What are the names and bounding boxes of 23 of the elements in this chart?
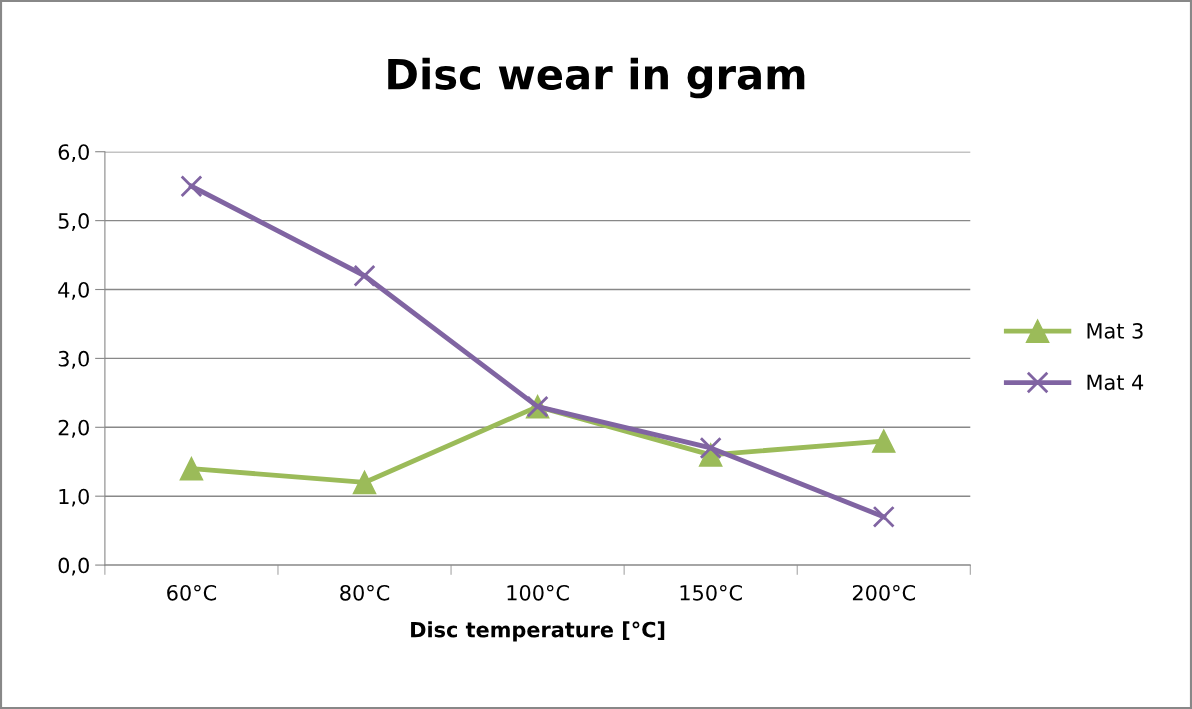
point — [353, 264, 376, 287]
x-tick-label: 60°C — [167, 584, 217, 601]
y-tick-label: 5,0 — [58, 213, 89, 231]
x-tick-label: 80°C — [340, 584, 390, 601]
y-tick-label: 0,0 — [58, 557, 89, 576]
point — [872, 505, 895, 528]
point — [179, 456, 204, 481]
x-tick-label: 200°C — [852, 584, 915, 601]
x-tick-label: 100°C — [507, 584, 569, 601]
chart-title: Disc wear in gram — [388, 57, 805, 99]
y-tick-label: 4,0 — [58, 281, 89, 300]
point — [180, 175, 203, 198]
y-tick-label: 2,0 — [58, 419, 89, 438]
x-tick-label: 150°C — [680, 584, 742, 601]
x-axis-title: Disc temperature [°C] — [411, 621, 665, 642]
point — [699, 436, 722, 460]
point — [352, 470, 377, 495]
y-tick-label: 1,0 — [59, 488, 89, 507]
y-tick-label: 6,0 — [58, 144, 89, 163]
point — [871, 429, 896, 453]
legend-label: Mat 3 — [1087, 322, 1143, 339]
legend-label: Mat 4 — [1087, 374, 1144, 391]
y-tick-label: 3,0 — [58, 350, 89, 369]
